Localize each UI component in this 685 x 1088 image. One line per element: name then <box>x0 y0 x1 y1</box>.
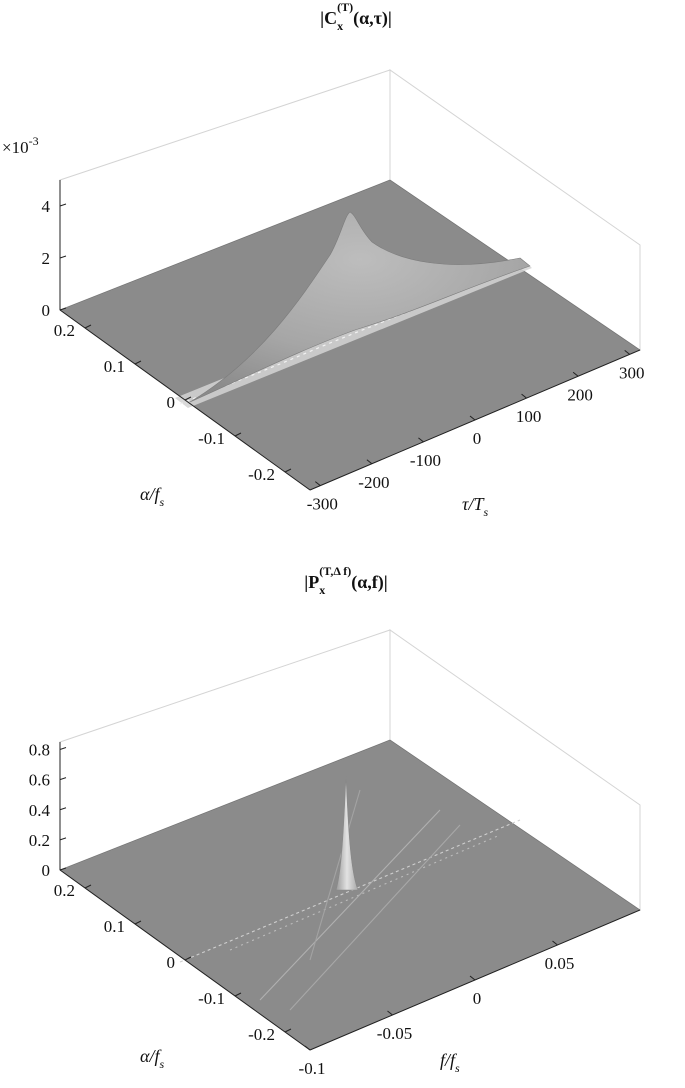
x-tick-mark <box>469 975 476 981</box>
plot1-x-axis-label: τ/Ts <box>462 494 488 519</box>
plot2-y-ticks: -0.2 -0.1 0 0.1 0.2 <box>54 881 292 1044</box>
x-tick-label: 0 <box>473 989 482 1008</box>
y-tick-mark <box>184 396 192 401</box>
plot1-peak-mound <box>189 211 531 403</box>
z-tick-mark <box>59 777 67 781</box>
x-tick-label: 0 <box>473 429 482 448</box>
y-tick-mark <box>284 1028 292 1033</box>
z-tick-label: 0.2 <box>29 831 50 850</box>
x-tick-mark <box>304 1045 311 1051</box>
x-tick-label: -100 <box>410 451 441 470</box>
x-tick-mark <box>315 481 321 487</box>
y-tick-label: 0.1 <box>104 357 125 376</box>
x-tick-label: -0.05 <box>377 1024 412 1043</box>
plot2-z-ticks: 0 0.2 0.4 0.6 0.8 <box>29 741 67 880</box>
x-tick-label: 100 <box>516 407 542 426</box>
cyclic-spectrum-plot: |Px(T,Δ f)(α,f)| 00.20.40.60.8 -0.2-0.10… <box>29 564 641 1078</box>
cyclic-autocorrelation-plot: |Cx(T)(α,τ)| 0 2 4 -0.2 -0.1 0 0.1 0.2 -300 -20… <box>2 0 644 519</box>
y-tick-label: -0.2 <box>248 1025 275 1044</box>
x-tick-label: 200 <box>567 385 593 404</box>
y-tick-label: 0.1 <box>104 917 125 936</box>
y-tick-mark <box>84 884 92 889</box>
x-tick-mark <box>624 349 630 355</box>
plot1-y-axis-label: α/fs <box>140 484 164 509</box>
z-tick-label: 0.4 <box>29 801 51 820</box>
y-tick-label: 0 <box>167 953 176 972</box>
x-tick-mark <box>418 437 424 443</box>
y-tick-mark <box>184 956 192 961</box>
z-tick-label: 2 <box>42 249 51 268</box>
plot2-x-ticks: -0.1 -0.05 0 0.05 <box>299 940 575 1078</box>
z-tick-mark <box>59 255 67 259</box>
z-tick-label: 0.8 <box>29 741 50 760</box>
x-tick-label: 300 <box>619 363 645 382</box>
y-tick-mark <box>284 468 292 473</box>
plot2-x-axis-label: f/fs <box>440 1050 460 1075</box>
y-tick-mark <box>134 360 142 365</box>
x-tick-label: 0.05 <box>545 954 575 973</box>
z-tick-mark <box>59 203 67 207</box>
plot2-streaks <box>179 789 521 1011</box>
plot1-z-scale: ×10-3 <box>2 134 39 157</box>
z-tick-mark <box>59 807 67 811</box>
plot2-title: |Px(T,Δ f)(α,f)| <box>304 564 387 597</box>
y-tick-label: -0.2 <box>248 465 275 484</box>
z-tick-mark <box>59 747 67 751</box>
x-tick-label: -0.1 <box>299 1059 326 1078</box>
z-tick-label: 4 <box>42 197 51 216</box>
y-tick-mark <box>84 324 92 329</box>
y-tick-label: -0.1 <box>198 989 225 1008</box>
z-tick-mark <box>59 307 67 311</box>
plot2-peak-spike <box>335 775 359 891</box>
x-tick-label: -200 <box>358 473 389 492</box>
x-tick-mark <box>366 459 373 465</box>
plot1-title: |Cx(T)(α,τ)| <box>320 0 392 33</box>
z-tick-label: 0 <box>42 861 51 880</box>
z-tick-mark <box>59 837 67 841</box>
z-tick-label: 0 <box>42 301 51 320</box>
y-tick-label: 0 <box>167 393 176 412</box>
y-tick-label: -0.1 <box>198 429 225 448</box>
x-tick-mark <box>572 371 579 377</box>
x-tick-mark <box>552 940 558 946</box>
y-tick-mark <box>234 432 242 437</box>
x-tick-mark <box>521 393 527 399</box>
plot1-y-ticks: -0.2 -0.1 0 0.1 0.2 <box>54 321 292 484</box>
y-tick-mark <box>234 992 242 997</box>
x-tick-label: -300 <box>307 495 338 514</box>
y-tick-label: 0.2 <box>54 881 75 900</box>
plot2-y-axis-label: α/fs <box>140 1046 164 1071</box>
plot1-z-ticks: 0 2 4 <box>42 197 67 320</box>
z-tick-label: 0.6 <box>29 771 50 790</box>
plot1-x-ticks: -300 -200 -100 0 100 200 300 <box>307 349 645 514</box>
x-tick-mark <box>469 415 476 421</box>
plot2-surface-floor <box>59 739 641 1051</box>
x-tick-mark <box>387 1010 393 1016</box>
z-tick-mark <box>59 867 67 871</box>
y-tick-mark <box>134 920 142 925</box>
y-tick-label: 0.2 <box>54 321 75 340</box>
